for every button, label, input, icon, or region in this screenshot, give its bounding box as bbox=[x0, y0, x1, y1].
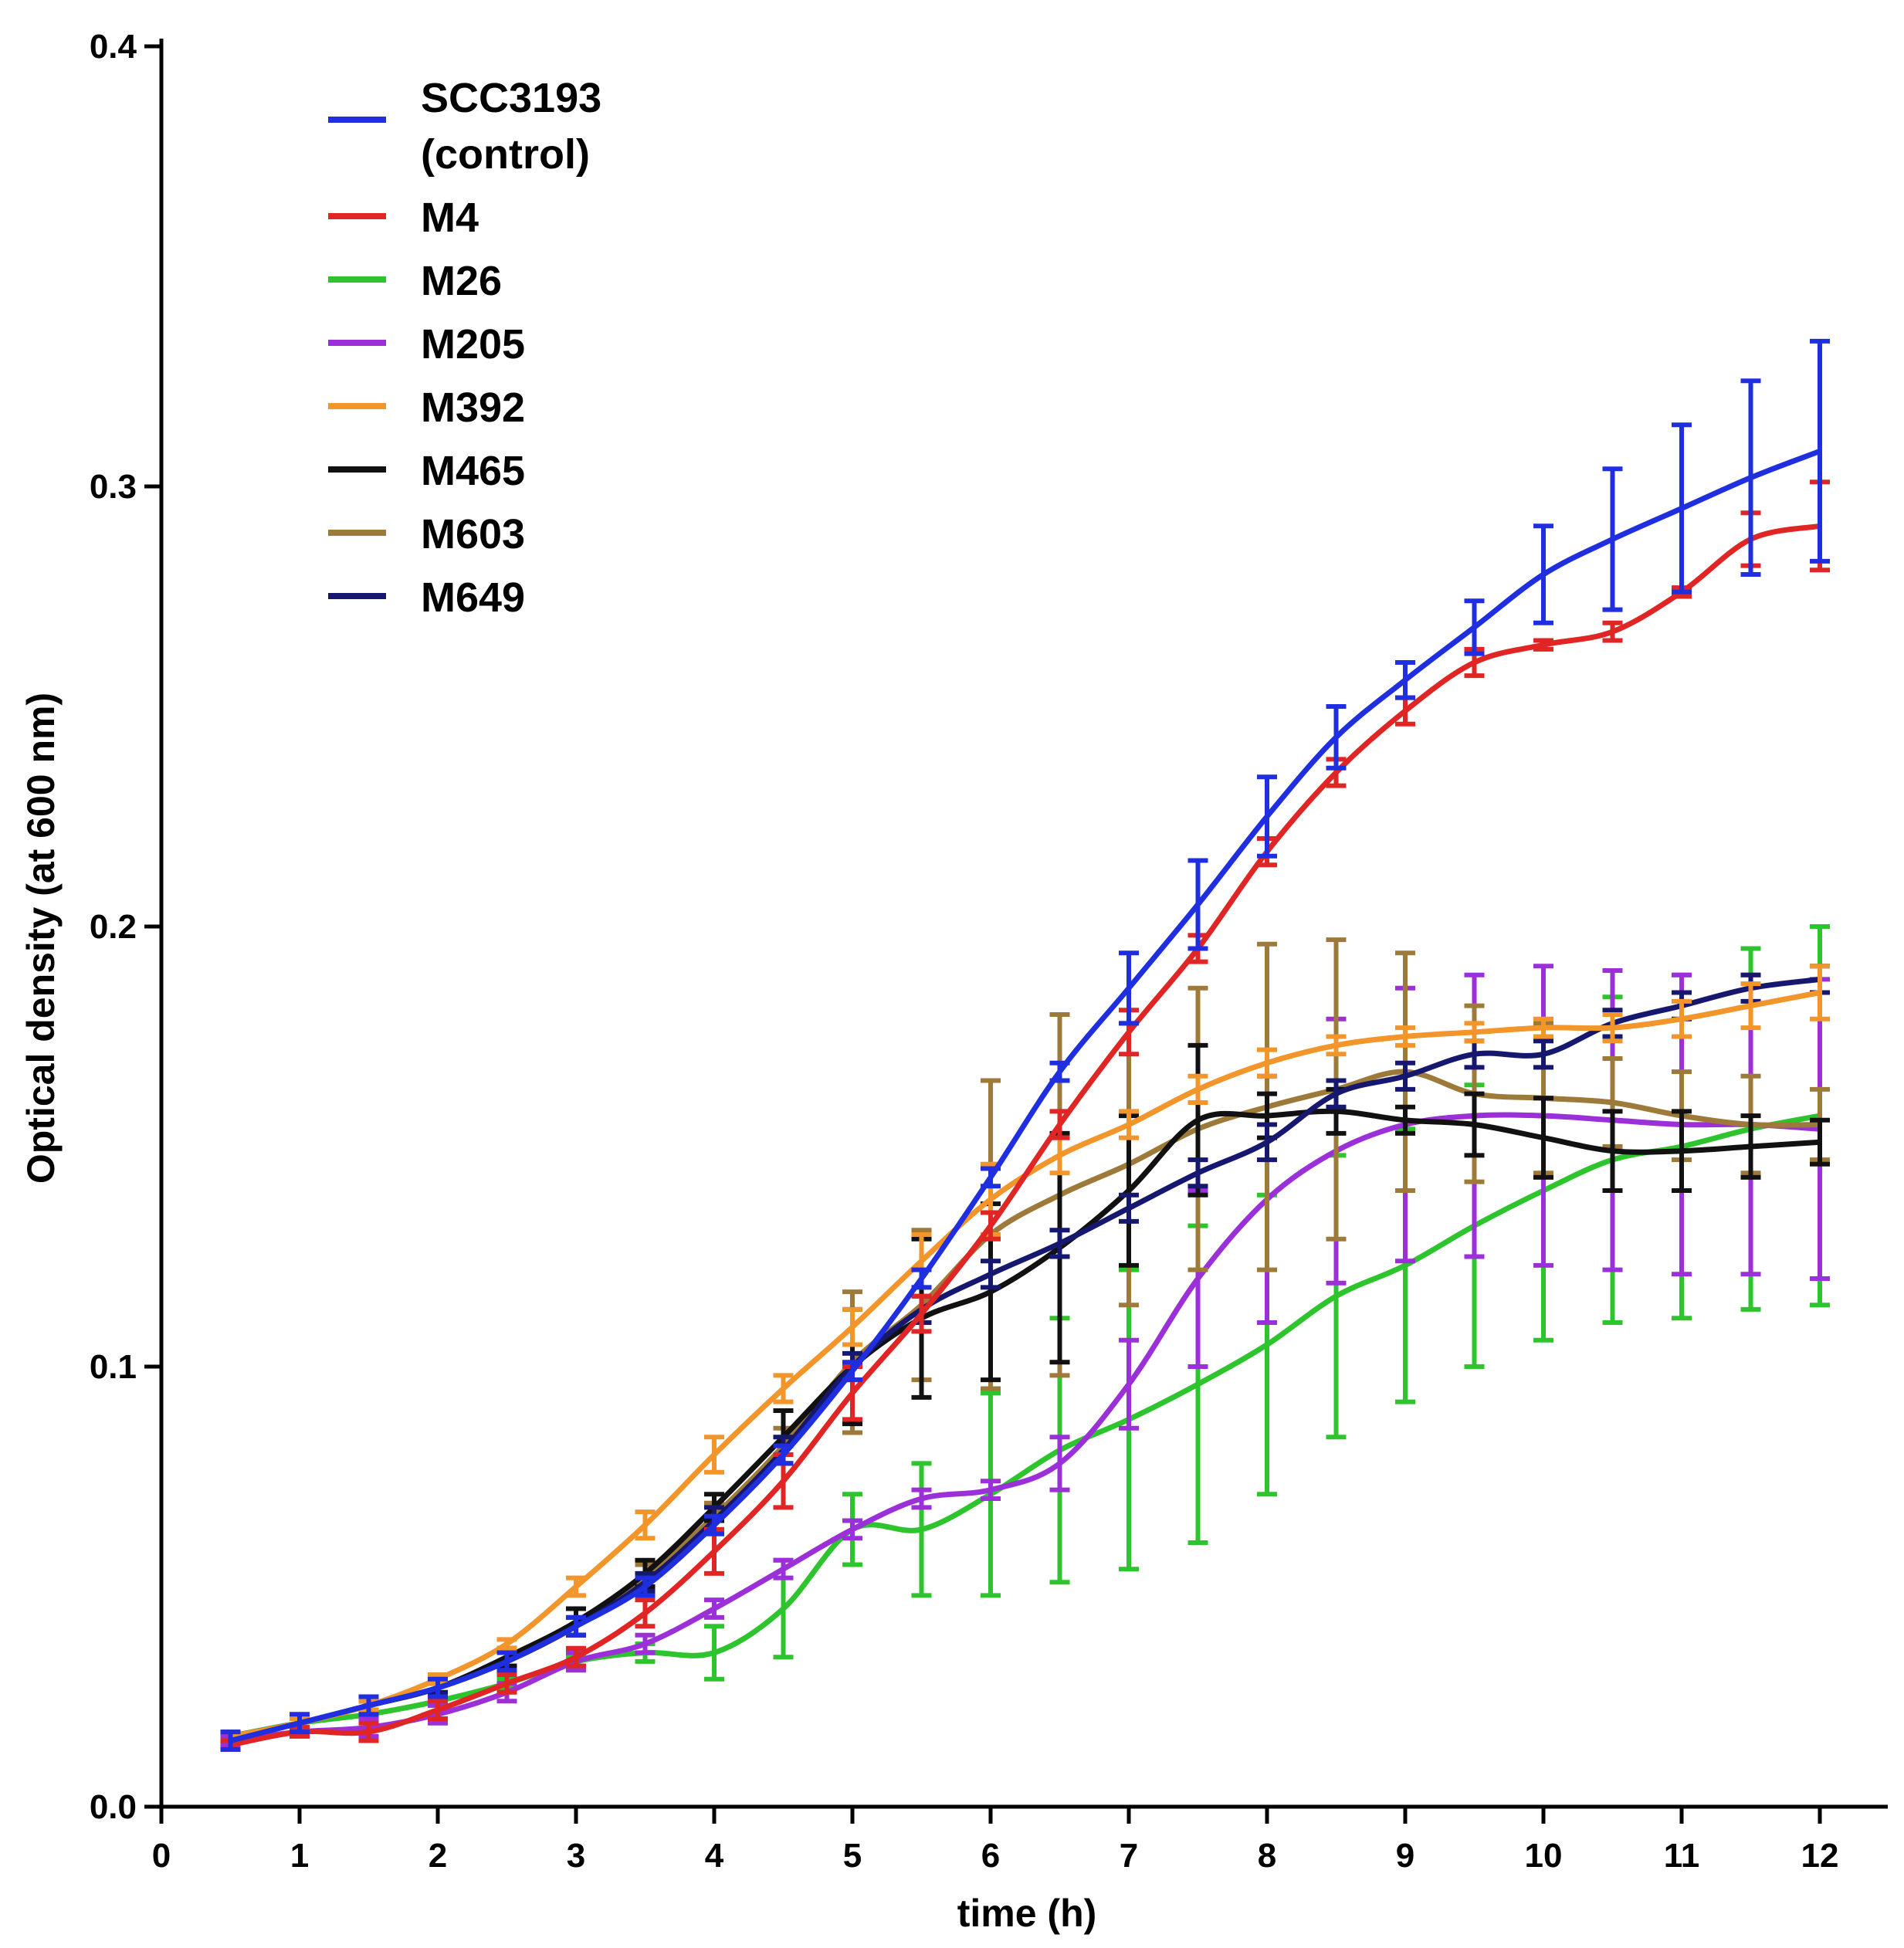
x-tick-label: 8 bbox=[1258, 1837, 1276, 1875]
y-tick-label: 0.0 bbox=[90, 1788, 137, 1826]
legend-label: M649 bbox=[421, 574, 525, 621]
y-tick-label: 0.4 bbox=[90, 28, 137, 66]
legend-label: M205 bbox=[421, 321, 525, 368]
y-tick-label: 0.1 bbox=[90, 1348, 137, 1386]
legend-label: SCC3193 bbox=[421, 75, 601, 121]
legend-label: M392 bbox=[421, 385, 525, 431]
y-tick-label: 0.2 bbox=[90, 908, 137, 946]
x-tick-label: 12 bbox=[1801, 1837, 1839, 1875]
x-tick-label: 11 bbox=[1664, 1837, 1700, 1875]
axes-layer bbox=[159, 39, 1888, 1809]
series-m26 bbox=[220, 924, 1830, 1743]
x-tick-label: 0 bbox=[152, 1837, 171, 1875]
legend-label: M4 bbox=[421, 195, 479, 241]
series-m603 bbox=[220, 937, 1830, 1743]
x-tick-label: 3 bbox=[567, 1837, 585, 1875]
series-m4 bbox=[220, 479, 1830, 1752]
x-tick-label: 10 bbox=[1525, 1837, 1563, 1875]
legend: SCC3193 (control) M4 M26 M205 M392 M465 M603 M64… bbox=[328, 75, 601, 621]
y-axis-title: Optical density (at 600 nm) bbox=[19, 693, 63, 1184]
ticks-layer: 0 1 2 3 4 5 6 7 8 9 10 11 120.00.10.20.30.4 bbox=[90, 28, 1839, 1875]
series-layer bbox=[220, 338, 1830, 1752]
series-m392 bbox=[220, 964, 1830, 1743]
legend-label: M26 bbox=[421, 258, 502, 304]
legend-label: M465 bbox=[421, 448, 525, 494]
legend-label-line2: (control) bbox=[421, 131, 590, 178]
x-tick-label: 5 bbox=[843, 1837, 862, 1875]
series-line bbox=[229, 976, 1821, 1740]
x-tick-label: 2 bbox=[429, 1837, 447, 1875]
series-line bbox=[229, 523, 1821, 1748]
x-axis-title: time (h) bbox=[957, 1892, 1097, 1935]
x-tick-label: 6 bbox=[981, 1837, 1000, 1875]
y-tick-label: 0.3 bbox=[90, 468, 137, 506]
series-line bbox=[229, 1108, 1821, 1740]
legend-label: M603 bbox=[421, 511, 525, 557]
series-m649 bbox=[220, 964, 1830, 1743]
series-line bbox=[229, 1113, 1821, 1740]
series-line bbox=[229, 990, 1821, 1740]
x-tick-label: 9 bbox=[1396, 1837, 1414, 1875]
x-tick-label: 4 bbox=[705, 1837, 724, 1875]
x-tick-label: 7 bbox=[1120, 1837, 1138, 1875]
series-line bbox=[229, 449, 1821, 1743]
series-scc3193 bbox=[220, 338, 1830, 1752]
series-m465 bbox=[220, 1042, 1830, 1743]
x-tick-label: 1 bbox=[290, 1837, 309, 1875]
series-m205 bbox=[220, 964, 1830, 1748]
series-line bbox=[230, 1112, 1821, 1743]
